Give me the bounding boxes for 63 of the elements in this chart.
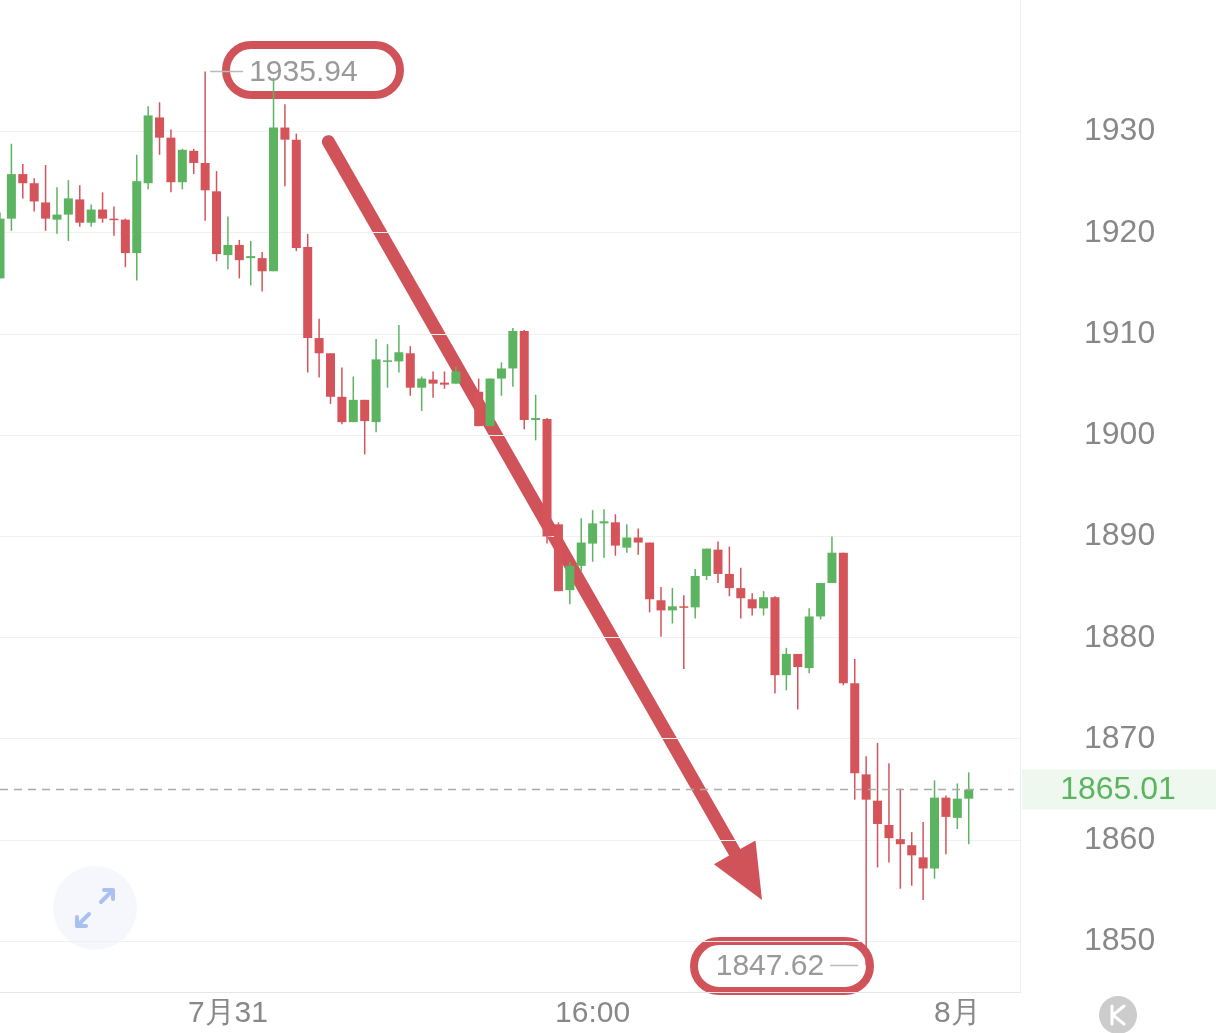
y-tick-label: 1890 [1084, 516, 1156, 553]
candlestick [257, 251, 267, 293]
y-tick-label: 1860 [1084, 819, 1156, 856]
candlestick [918, 821, 928, 901]
candlestick [234, 239, 244, 280]
candlestick [63, 179, 73, 242]
candlestick [873, 742, 883, 869]
candlestick [747, 592, 757, 617]
x-tick-label: 8月 [933, 995, 981, 1029]
candlestick [576, 517, 586, 572]
candlestick [588, 509, 598, 563]
candlestick [417, 375, 427, 412]
y-tick-label: 1930 [1084, 111, 1156, 148]
candlestick [941, 794, 951, 856]
candlestick [52, 186, 62, 235]
candlestick [736, 567, 746, 620]
candlestick [599, 508, 609, 559]
candlestick [394, 324, 404, 374]
candlestick [656, 586, 666, 638]
candlestick [189, 148, 199, 175]
candlestick [155, 101, 165, 156]
candlestick [18, 163, 28, 200]
candlestick [679, 594, 689, 670]
y-tick-label: 1880 [1084, 617, 1156, 654]
candlestick [41, 164, 51, 232]
y-tick-label: 1920 [1084, 212, 1156, 249]
candlestick [781, 647, 791, 692]
candlestick [382, 343, 392, 389]
y-tick-label: 1850 [1084, 921, 1156, 958]
candlestick [724, 545, 734, 597]
y-tick-label: 1870 [1084, 718, 1156, 755]
candlestick [907, 831, 917, 887]
candlestick [496, 361, 506, 397]
candlestick [98, 191, 108, 224]
candlestick [531, 394, 541, 442]
candlestick [884, 762, 894, 864]
candlestick [75, 184, 85, 228]
candlestick [428, 370, 438, 399]
candlestick [622, 523, 632, 554]
candlestick [610, 513, 620, 557]
candlestick [861, 755, 871, 967]
ref-line-label: 1865.01 [1060, 770, 1176, 807]
candlestick [86, 203, 96, 228]
candlestick [29, 177, 39, 213]
candlestick [667, 587, 677, 625]
candlestick [223, 215, 233, 271]
x-tick-label: 16:00 [555, 995, 631, 1029]
candlestick [314, 318, 324, 379]
candlestick [759, 590, 769, 617]
candlestick [952, 782, 962, 830]
candlestick [793, 653, 803, 711]
y-tick-label: 1900 [1084, 415, 1156, 452]
candlestick [360, 399, 370, 456]
annotation: 1847.62 [715, 947, 825, 981]
candlestick [280, 103, 290, 187]
x-tick-label: 7月31 [187, 995, 268, 1029]
annotation: 1935.94 [249, 53, 358, 87]
candlestick [633, 527, 643, 556]
candlestick [246, 240, 256, 287]
candlestick [348, 375, 358, 423]
y-tick-label: 1910 [1084, 313, 1156, 350]
candlestick [964, 771, 974, 845]
candlestick [895, 787, 905, 890]
